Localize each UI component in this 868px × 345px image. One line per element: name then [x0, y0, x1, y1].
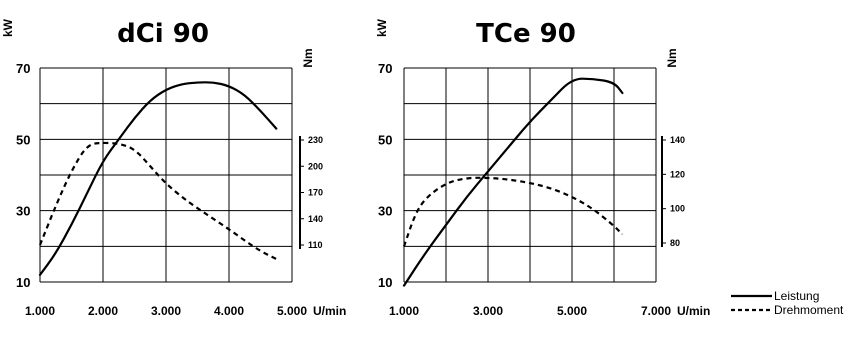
- chart-2-nm-tick-label: 140: [670, 135, 685, 145]
- chart-1-series-leistung: [38, 81, 278, 276]
- chart-1-nm-tick-label: 140: [308, 214, 323, 224]
- chart-2-y2-axis-label: Nm: [665, 48, 679, 67]
- chart-2-series-leistung: [402, 77, 624, 287]
- chart-1-x-tick-label: 4.000: [214, 304, 244, 318]
- chart-1-x-tick-label: 1.000: [25, 304, 55, 318]
- chart-1-x-tick-label: 3.000: [151, 304, 181, 318]
- chart-2-title: TCe 90: [476, 19, 576, 49]
- chart-1-title: dCi 90: [117, 19, 209, 49]
- chart-1-y-tick-label: 70: [16, 61, 30, 76]
- chart-2-x-tick-label: 7.000: [641, 304, 671, 318]
- chart-2-x-tick-label: 3.000: [473, 304, 503, 318]
- chart-2-x-tick-label: 5.000: [557, 304, 587, 318]
- chart-2-y-axis-label: kW: [375, 18, 389, 37]
- chart-2-y-tick-label: 10: [378, 275, 392, 290]
- chart-1-series-drehmoment: [38, 141, 277, 260]
- chart-2-y-tick-label: 30: [378, 204, 392, 219]
- chart-1-x-tick-label: 5.000: [277, 304, 307, 318]
- chart-2-nm-tick-label: 100: [670, 204, 685, 214]
- chart-1-nm-tick-label: 230: [308, 135, 323, 145]
- legend-label-drehmoment: Drehmoment: [774, 303, 844, 317]
- chart-2-series-drehmoment: [402, 176, 624, 247]
- chart-1-x-tick-label: 2.000: [88, 304, 118, 318]
- chart-1-nm-tick-label: 200: [308, 161, 323, 171]
- chart-1-y-axis-label: kW: [1, 18, 15, 37]
- chart-2-x-tick-label: 1.000: [389, 304, 419, 318]
- chart-1-y-tick-label: 30: [16, 204, 30, 219]
- chart-1-y2-axis-label: Nm: [301, 48, 315, 67]
- chart-2-y-tick-label: 70: [378, 61, 392, 76]
- legend-label-leistung: Leistung: [774, 289, 819, 303]
- chart-1-y-tick-label: 50: [16, 132, 30, 147]
- chart-2-x-unit-label: U/min: [677, 304, 710, 318]
- chart-1-nm-tick-label: 110: [308, 240, 323, 250]
- chart-2-nm-tick-label: 120: [670, 169, 685, 179]
- chart-1-y-tick-label: 10: [16, 275, 30, 290]
- chart-1-nm-tick-label: 170: [308, 188, 323, 198]
- chart-2-nm-tick-label: 80: [670, 238, 680, 248]
- chart-1-x-unit-label: U/min: [313, 304, 346, 318]
- chart-2-y-tick-label: 50: [378, 132, 392, 147]
